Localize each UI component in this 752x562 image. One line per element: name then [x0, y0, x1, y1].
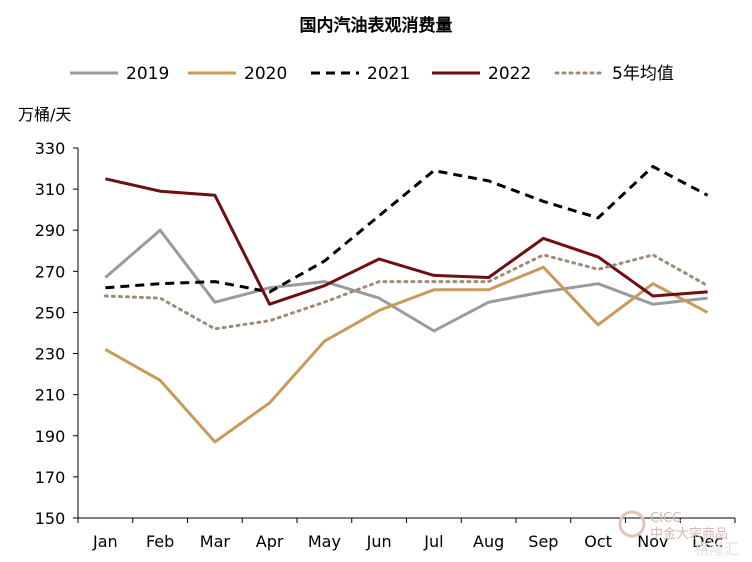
x-tick-label: Mar: [200, 532, 231, 551]
chart-title: 国内汽油表观消费量: [300, 15, 453, 36]
legend-label: 2022: [488, 64, 531, 84]
chart-series: [103, 165, 710, 444]
watermark: CICC 中金大宗商品 格隆汇: [618, 510, 739, 558]
x-tick-label: Nov: [637, 532, 668, 551]
cicc-logo-icon: [618, 510, 646, 538]
y-tick-label: 170: [35, 468, 66, 487]
series-line-2019: [104, 228, 708, 333]
x-tick-label: Jul: [423, 532, 443, 551]
y-tick-label: 150: [35, 509, 66, 528]
chart-axes: 150 170 190 210 230 250 270 290 310 330 Jan Feb Mar A…: [35, 139, 736, 551]
y-tick-label: 290: [35, 221, 66, 240]
y-tick-label: 230: [35, 345, 66, 364]
series-line-5年均值: [103, 253, 710, 331]
y-tick-label: 250: [35, 303, 66, 322]
x-tick-label: Jan: [92, 532, 118, 551]
y-tick-label: 270: [35, 262, 66, 281]
legend-label: 5年均值: [612, 64, 674, 84]
y-tick-label: 330: [35, 139, 66, 158]
y-tick-label: 210: [35, 386, 66, 405]
x-tick-label: Sep: [528, 532, 558, 551]
chart-legend: 2019 2020 2021 2022 5年均值: [70, 64, 674, 84]
x-tick-label: May: [308, 532, 341, 551]
series-line-2022: [105, 177, 708, 306]
legend-label: 2020: [244, 64, 287, 84]
x-tick-label: Aug: [473, 532, 504, 551]
series-line-2020: [104, 265, 709, 444]
series-line-2021: [105, 165, 709, 294]
watermark-brand-latin: CICC: [650, 511, 681, 526]
watermark-site: 格隆汇: [694, 540, 739, 558]
y-tick-label: 310: [35, 180, 66, 199]
x-tick-label: Oct: [584, 532, 612, 551]
legend-label: 2019: [126, 64, 169, 84]
x-tick-label: Apr: [256, 532, 284, 551]
y-axis-label: 万桶/天: [18, 105, 71, 124]
watermark-brand-cn: 中金大宗商品: [650, 526, 728, 542]
y-tick-label: 190: [35, 427, 66, 446]
x-tick-label: Jun: [366, 532, 392, 551]
legend-label: 2021: [367, 64, 410, 84]
x-tick-label: Feb: [146, 532, 174, 551]
x-tick-label: Dec: [692, 532, 723, 551]
